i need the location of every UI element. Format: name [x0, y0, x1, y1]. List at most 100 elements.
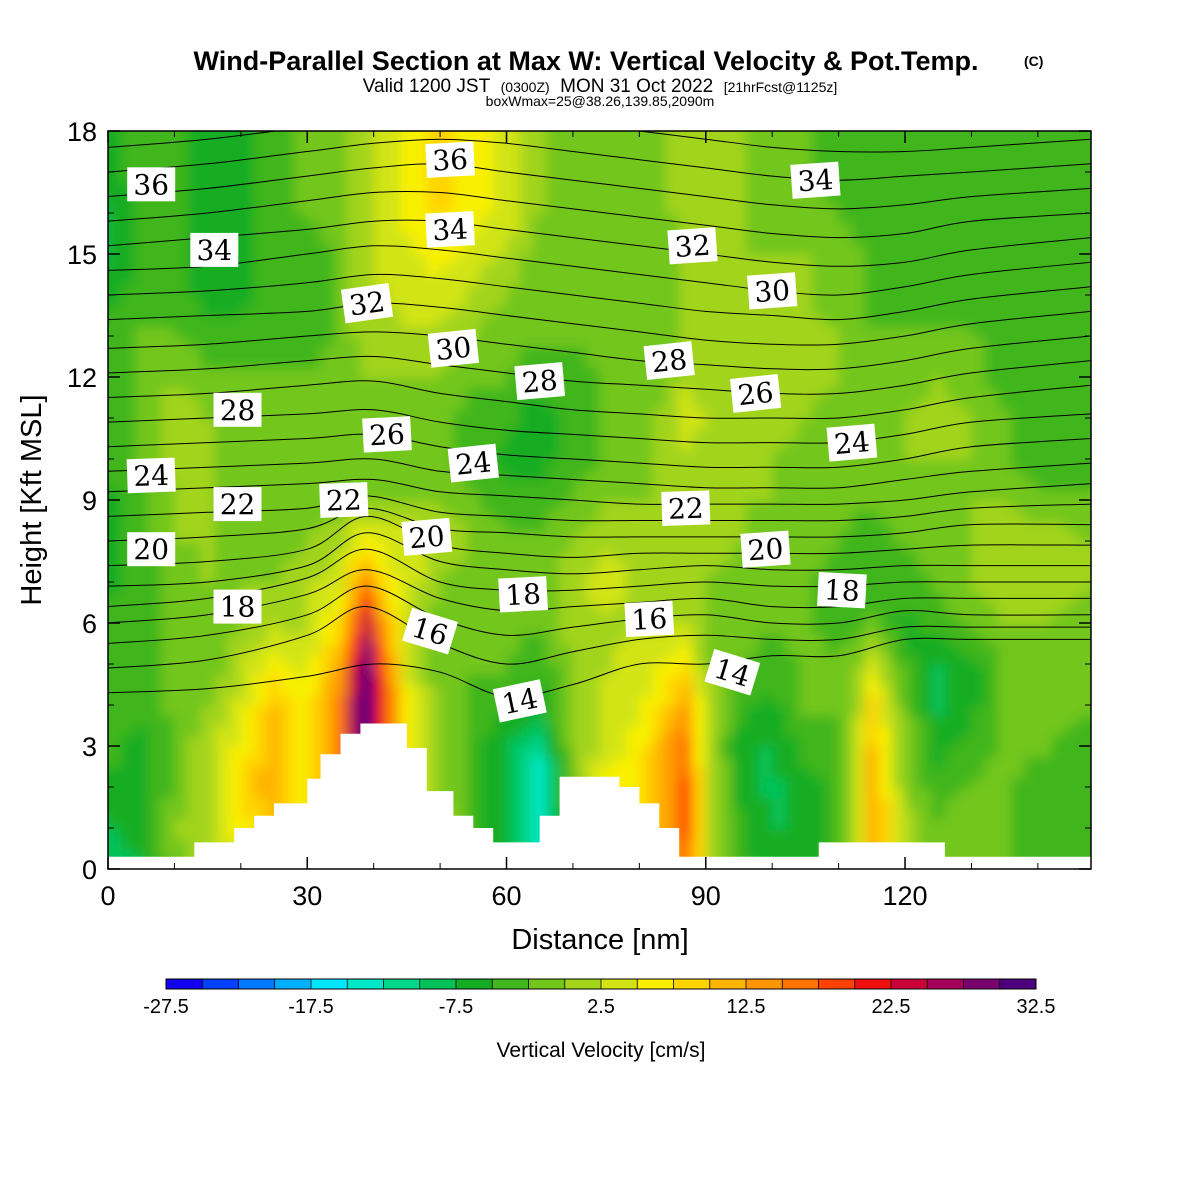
field-cell: [719, 448, 734, 461]
field-cell: [745, 161, 760, 174]
field-cell: [599, 448, 614, 461]
field-cell: [891, 141, 906, 153]
field-cell: [559, 756, 574, 768]
field-cell: [732, 325, 747, 338]
field-cell: [918, 161, 933, 174]
field-cell: [652, 325, 667, 338]
field-cell: [147, 582, 163, 594]
field-cell: [280, 428, 295, 440]
field-cell: [665, 520, 681, 532]
field-cell: [333, 643, 349, 655]
field-cell: [559, 213, 574, 225]
field-cell: [891, 582, 906, 594]
field-cell: [320, 346, 335, 358]
field-cell: [746, 869, 760, 880]
field-cell: [905, 305, 920, 317]
field-cell: [280, 705, 295, 717]
field-cell: [108, 182, 109, 194]
field-cell: [533, 776, 548, 789]
field-cell: [307, 315, 322, 327]
field-cell: [161, 684, 176, 696]
field-cell: [812, 243, 827, 256]
field-cell: [187, 469, 202, 481]
field-cell: [347, 551, 362, 563]
field-cell: [546, 746, 561, 758]
field-cell: [174, 161, 189, 174]
field-cell: [280, 510, 295, 522]
field-cell: [134, 520, 149, 532]
field-cell: [732, 797, 747, 809]
field-cell: [878, 243, 893, 256]
field-cell: [519, 346, 535, 358]
field-cell: [519, 561, 535, 573]
field-cell: [652, 428, 667, 440]
field-cell: [108, 274, 123, 286]
field-cell: [307, 336, 322, 348]
field-cell: [758, 828, 774, 840]
field-cell: [108, 664, 123, 676]
field-cell: [612, 766, 628, 778]
field-cell: [612, 520, 628, 532]
field-cell: [453, 705, 468, 717]
field-cell: [493, 428, 508, 440]
field-cell: [387, 213, 402, 225]
field-cell: [147, 397, 163, 409]
field-cell: [851, 213, 867, 225]
field-cell: [732, 479, 747, 491]
field-cell: [267, 111, 281, 122]
field-cell: [745, 233, 760, 245]
field-cell: [267, 705, 282, 717]
field-cell: [931, 530, 946, 543]
field-cell: [347, 387, 362, 399]
field-cell: [373, 336, 388, 348]
field-cell: [639, 592, 654, 604]
field-cell: [812, 500, 827, 512]
field-cell: [878, 305, 893, 317]
field-cell: [400, 694, 415, 707]
field-cell: [280, 725, 295, 737]
field-cell: [320, 592, 335, 604]
field-cell: [108, 633, 123, 645]
field-cell: [201, 828, 216, 840]
field-cell: [931, 561, 946, 573]
field-cell: [732, 735, 747, 748]
field-cell: [839, 869, 853, 880]
field-cell: [812, 264, 827, 276]
field-cell: [147, 520, 163, 532]
field-cell: [639, 161, 654, 174]
field-cell: [413, 161, 428, 174]
field-cell: [506, 315, 521, 327]
field-cell: [719, 684, 734, 696]
field-cell: [586, 653, 601, 666]
field-cell: [240, 264, 256, 276]
field-cell: [387, 869, 401, 880]
field-cell: [161, 448, 176, 461]
field-cell: [174, 735, 189, 748]
field-cell: [825, 346, 840, 358]
field-cell: [280, 500, 295, 512]
field-cell: [652, 684, 667, 696]
field-cell: [772, 346, 787, 358]
field-cell: [772, 582, 787, 594]
field-cell: [572, 571, 588, 584]
field-cell: [201, 131, 216, 143]
field-cell: [931, 582, 946, 594]
field-cell: [665, 776, 681, 789]
field-cell: [307, 141, 322, 153]
field-cell: [865, 541, 880, 553]
field-cell: [732, 202, 747, 215]
field-cell: [559, 674, 574, 686]
field-cell: [891, 510, 906, 522]
field-cell: [466, 264, 481, 276]
field-cell: [81, 326, 95, 337]
field-cell: [466, 213, 481, 225]
field-cell: [533, 510, 548, 522]
field-cell: [440, 459, 455, 471]
field-cell: [865, 479, 880, 491]
field-cell: [719, 387, 734, 399]
field-cell: [147, 387, 163, 399]
field-cell: [665, 633, 681, 645]
field-cell: [745, 612, 760, 625]
field-cell: [665, 295, 681, 307]
field-cell: [599, 264, 614, 276]
